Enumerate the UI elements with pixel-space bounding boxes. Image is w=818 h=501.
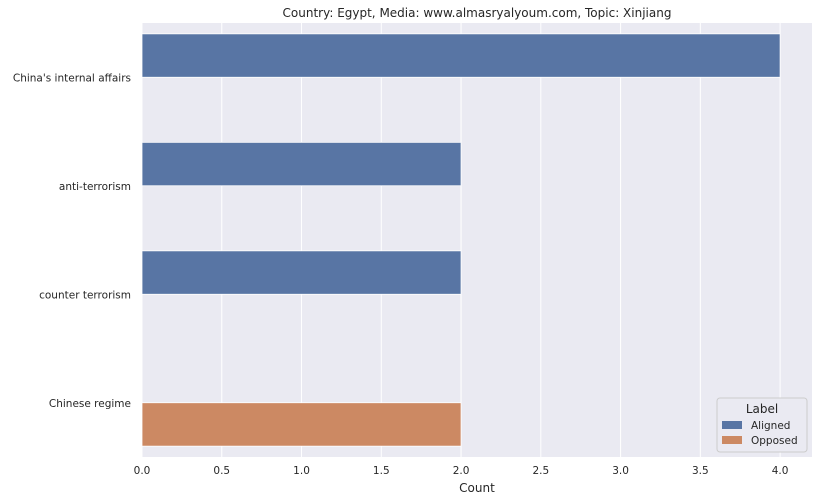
legend-entry: Opposed <box>751 435 798 447</box>
category-label: counter terrorism <box>39 289 131 301</box>
legend-swatch <box>722 436 742 444</box>
x-tick-label: 1.0 <box>293 465 310 477</box>
legend: Label Aligned Opposed <box>716 397 808 453</box>
x-axis-label: Count <box>459 481 495 495</box>
bar-aligned <box>141 141 462 187</box>
plot-background <box>142 23 812 457</box>
legend-title: Label <box>746 402 778 416</box>
legend-entry: Aligned <box>751 420 790 432</box>
chart-title: Country: Egypt, Media: www.almasryalyoum… <box>283 6 672 20</box>
category-label: Chinese regime <box>49 398 131 410</box>
bar-opposed <box>141 402 462 447</box>
x-tick-labels: 0.0 0.5 1.0 1.5 2.0 2.5 3.0 3.5 4.0 <box>134 465 789 477</box>
x-tick-label: 0.5 <box>213 465 230 477</box>
bars <box>141 33 781 447</box>
category-label: anti-terrorism <box>59 181 131 193</box>
gridlines <box>141 23 781 457</box>
x-tick-label: 3.5 <box>692 465 709 477</box>
x-tick-label: 1.5 <box>373 465 390 477</box>
x-tick-label: 2.5 <box>532 465 549 477</box>
bar-aligned <box>141 250 462 295</box>
x-tick-label: 0.0 <box>134 465 151 477</box>
x-tick-label: 2.0 <box>453 465 470 477</box>
legend-swatch <box>722 421 742 429</box>
bar-aligned <box>141 33 781 78</box>
x-tick-label: 4.0 <box>772 465 789 477</box>
category-label: China's internal affairs <box>13 72 131 84</box>
category-labels: China's internal affairs anti-terrorism co… <box>13 72 131 410</box>
x-tick-label: 3.0 <box>612 465 629 477</box>
